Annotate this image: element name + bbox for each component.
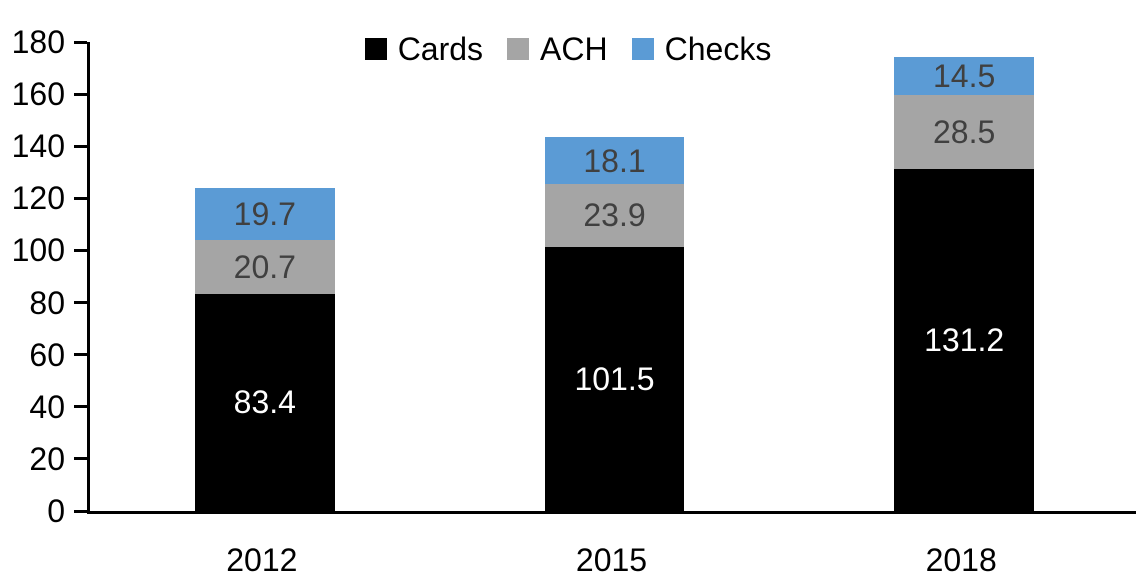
legend-label: Cards	[397, 31, 484, 67]
y-axis-tick-label: 40	[29, 388, 65, 425]
x-axis-line	[87, 511, 1136, 514]
legend-swatch-icon	[631, 38, 654, 60]
bar-segment-ach: 28.5	[894, 94, 1035, 170]
bar-segment-ach: 23.9	[544, 184, 685, 247]
bar-segment-value: 23.9	[583, 197, 646, 234]
bar-segment-value: 14.5	[933, 58, 996, 95]
legend-swatch-icon	[507, 38, 530, 60]
bar-segment-checks: 19.7	[194, 188, 335, 240]
y-axis-tick	[74, 457, 87, 461]
plot-area: 0 20 40 60 80 100 120 140 160 180 83.4 20.7 19.7 101.…	[12, 26, 1136, 527]
bar-2015: 101.5 23.9 18.1	[544, 42, 685, 511]
y-axis-tick-label: 80	[29, 284, 65, 321]
bar-segment-checks: 14.5	[894, 57, 1035, 95]
y-axis-tick	[74, 405, 87, 409]
x-axis-label-2012: 2012	[226, 542, 298, 578]
y-axis-tick-label: 60	[29, 336, 65, 373]
bar-segment-value: 101.5	[574, 360, 655, 397]
y-axis-tick-label: 120	[11, 180, 65, 217]
y-axis-tick	[74, 248, 87, 252]
bar-2018: 131.2 28.5 14.5	[894, 42, 1035, 511]
y-axis-tick-label: 100	[11, 232, 65, 269]
legend-swatch-icon	[364, 38, 387, 60]
y-axis-tick-label: 180	[11, 24, 65, 60]
bar-segment-cards: 101.5	[544, 246, 685, 511]
bar-segment-value: 131.2	[924, 322, 1005, 359]
y-axis-tick-label: 0	[47, 493, 65, 529]
legend-label: ACH	[540, 31, 608, 67]
bar-segment-cards: 131.2	[894, 169, 1035, 511]
bar-segment-value: 18.1	[583, 142, 646, 179]
x-axis-label-2018: 2018	[925, 542, 997, 578]
y-axis-tick-label: 160	[11, 76, 65, 113]
y-axis-tick-label: 140	[11, 128, 65, 165]
y-axis-tick	[74, 196, 87, 200]
y-axis-tick	[74, 144, 87, 148]
y-axis-tick	[74, 301, 87, 305]
bar-segment-value: 20.7	[233, 248, 296, 285]
y-axis-tick	[74, 509, 87, 513]
legend-label: Checks	[664, 31, 772, 67]
bar-segment-cards: 83.4	[194, 293, 335, 511]
bar-segment-checks: 18.1	[544, 137, 685, 185]
y-axis-tick-label: 20	[29, 440, 65, 477]
bar-2012: 83.4 20.7 19.7	[194, 42, 335, 511]
bar-segment-value: 19.7	[233, 196, 296, 233]
legend-item-cards: Cards	[364, 31, 484, 67]
bar-segment-value: 83.4	[233, 384, 296, 421]
y-axis-tick	[74, 40, 87, 44]
y-axis-tick	[74, 353, 87, 357]
bar-segment-ach: 20.7	[194, 239, 335, 294]
bar-segment-value: 28.5	[933, 114, 996, 151]
legend-item-ach: ACH	[507, 33, 608, 65]
x-axis-label-2015: 2015	[575, 542, 648, 578]
legend-item-checks: Checks	[631, 31, 772, 67]
y-axis-tick	[74, 92, 87, 96]
chart-legend: Cards ACH Checks	[0, 33, 1136, 65]
